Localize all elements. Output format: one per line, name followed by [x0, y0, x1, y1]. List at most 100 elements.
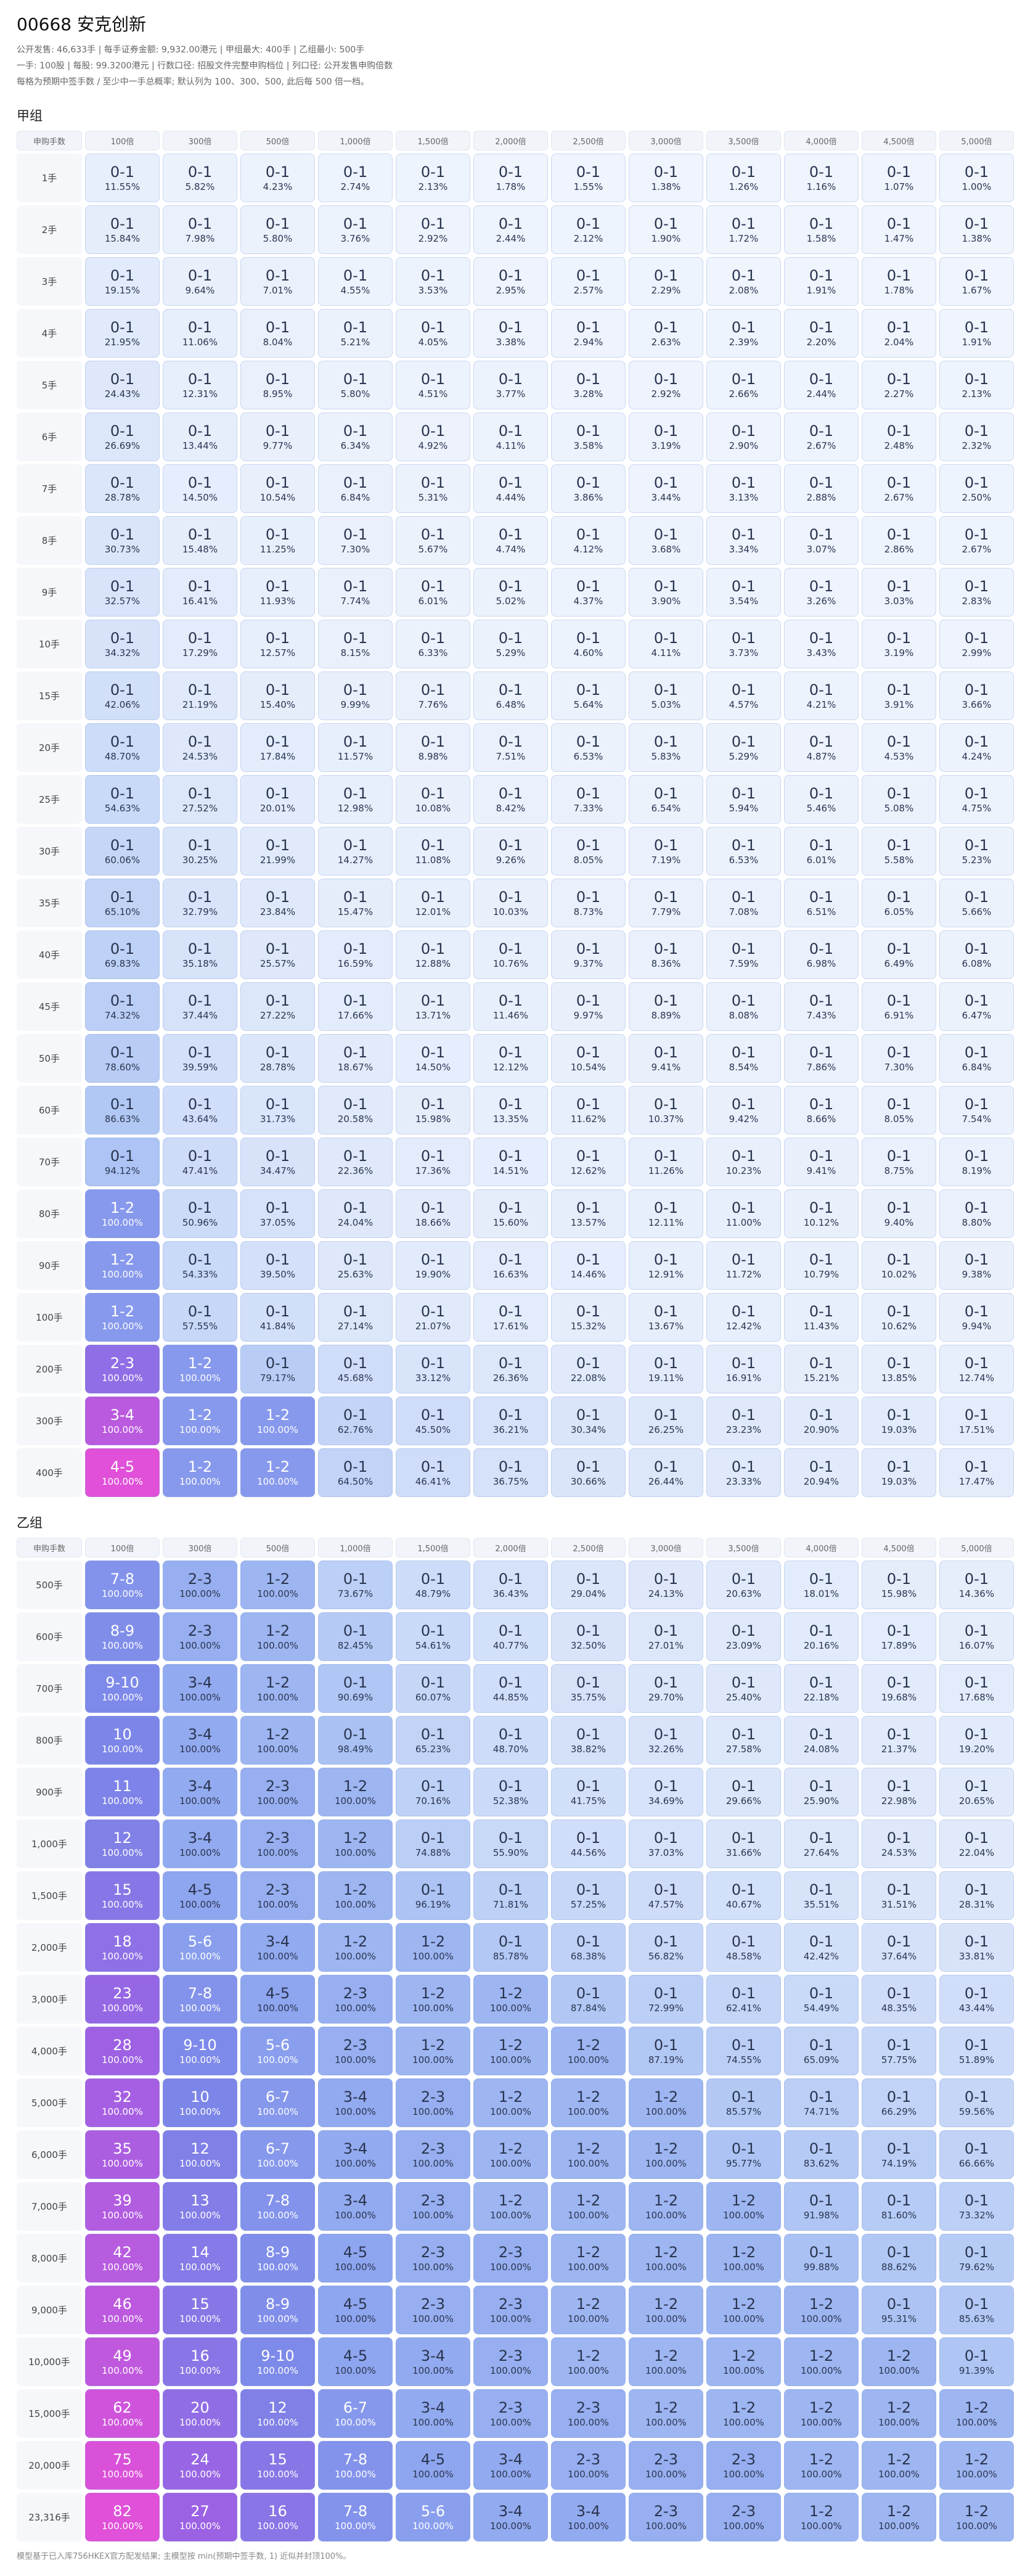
footer: 模型基于已入库756HKEX官方配发结果; 主模型按 min(预期中签手数, 1… [17, 2552, 351, 2561]
lot-range: 1-2 [653, 2139, 679, 2157]
probability: 39.59% [182, 1061, 218, 1073]
table-cell: 0-1 37.03% [629, 1819, 703, 1868]
lot-range: 0-1 [964, 422, 989, 440]
table-cell: 2-3 100.00% [706, 2493, 781, 2541]
probability: 9.40% [884, 1216, 914, 1228]
probability: 20.90% [803, 1424, 839, 1435]
lot-range: 0-1 [343, 1725, 368, 1743]
table-cell: 0-1 12.42% [706, 1293, 781, 1342]
probability: 100.00% [568, 2209, 609, 2221]
lot-range: 3-4 [498, 2502, 523, 2520]
row-label: 800手 [17, 1716, 82, 1765]
lot-range: 0-1 [265, 318, 290, 336]
lot-range: 0-1 [343, 940, 368, 958]
probability: 3.66% [962, 699, 992, 710]
lot-range: 0-1 [809, 1147, 834, 1165]
probability: 13.35% [492, 1113, 529, 1125]
probability: 3.77% [496, 388, 526, 400]
lot-range: 82 [113, 2502, 132, 2520]
table-cell: 0-1 20.94% [784, 1448, 859, 1497]
probability: 29.70% [648, 1691, 684, 1703]
table-cell: 0-1 7.30% [318, 516, 393, 565]
table-cell: 3-4 100.00% [85, 1397, 160, 1445]
lot-range: 1-2 [576, 2191, 601, 2209]
column-header: 5,000倍 [939, 131, 1014, 150]
table-cell: 2-3 100.00% [318, 1975, 393, 2024]
lot-range: 0-1 [809, 1354, 834, 1372]
table-cell: 0-1 17.51% [939, 1397, 1014, 1445]
probability: 83.62% [803, 2157, 839, 2169]
lot-range: 0-1 [343, 681, 368, 699]
table-cell: 0-1 3.90% [629, 568, 703, 617]
table-cell: 0-1 1.07% [862, 154, 936, 202]
probability: 2.63% [651, 336, 681, 348]
table-cell: 1-2 100.00% [163, 1448, 237, 1497]
probability: 21.19% [182, 699, 218, 710]
table-cell: 8-9 100.00% [240, 2286, 315, 2334]
group-table: 申购手数 100倍 300倍 500倍 1,000倍 1,500倍 2,000倍 2,500倍… [17, 131, 1033, 1497]
table-cell: 0-1 2.39% [706, 309, 781, 358]
probability: 100.00% [102, 2261, 143, 2273]
table-cell: 0-1 17.61% [473, 1293, 548, 1342]
lot-range: 3-4 [343, 2139, 368, 2157]
lot-range: 0-1 [653, 266, 679, 284]
lot-range: 0-1 [420, 266, 446, 284]
lot-range: 1-2 [653, 2088, 679, 2106]
probability: 5.66% [962, 906, 992, 917]
table-cell: 2-3 100.00% [163, 1561, 237, 1609]
table-cell: 0-1 4.51% [396, 361, 470, 409]
probability: 100.00% [102, 2106, 143, 2117]
lot-range: 0-1 [343, 629, 368, 647]
table-cell: 0-1 4.37% [551, 568, 626, 617]
lot-range: 1-2 [110, 1250, 135, 1268]
table-cell: 0-1 11.57% [318, 723, 393, 772]
probability: 5.02% [496, 595, 526, 607]
table-cell: 0-1 48.79% [396, 1561, 470, 1609]
lot-range: 0-1 [809, 370, 834, 388]
lot-range: 0-1 [265, 1199, 290, 1216]
table-cell: 3-4 100.00% [473, 2493, 548, 2541]
table-cell: 0-1 24.53% [163, 723, 237, 772]
table-cell: 0-1 74.55% [706, 2027, 781, 2075]
probability: 34.47% [259, 1165, 296, 1176]
lot-range: 0-1 [265, 474, 290, 491]
lot-range: 0-1 [809, 1302, 834, 1320]
lot-range: 27 [190, 2502, 210, 2520]
table-cell: 2-3 100.00% [473, 2389, 548, 2438]
lot-range: 0-1 [964, 1199, 989, 1216]
probability: 100.00% [956, 2468, 997, 2480]
lot-range: 0-1 [731, 629, 756, 647]
lot-range: 14 [190, 2243, 210, 2261]
lot-range: 0-1 [731, 940, 756, 958]
probability: 5.29% [496, 647, 526, 658]
lot-range: 12 [113, 1829, 132, 1847]
table-cell: 0-1 5.08% [862, 775, 936, 824]
table-cell: 0-1 54.61% [396, 1612, 470, 1661]
probability: 37.05% [259, 1216, 296, 1228]
table-cell: 0-1 15.48% [163, 516, 237, 565]
lot-range: 1-2 [809, 2347, 834, 2365]
table-cell: 1-2 100.00% [629, 2286, 703, 2334]
row-label: 5,000手 [17, 2078, 82, 2127]
table-cell: 0-1 6.01% [396, 568, 470, 617]
table-cell: 0-1 1.55% [551, 154, 626, 202]
table-cell: 0-1 4.11% [629, 620, 703, 668]
table-cell: 0-1 27.14% [318, 1293, 393, 1342]
row-label: 9,000手 [17, 2286, 82, 2334]
column-header: 2,500倍 [551, 1538, 626, 1557]
table-cell: 0-1 65.09% [784, 2027, 859, 2075]
probability: 100.00% [257, 1898, 298, 1910]
probability: 100.00% [257, 1795, 298, 1807]
lot-range: 2-3 [265, 1881, 290, 1898]
lot-range: 0-1 [110, 784, 135, 802]
lot-range: 0-1 [343, 370, 368, 388]
table-cell: 0-1 9.26% [473, 827, 548, 876]
lot-range: 1-2 [809, 2502, 834, 2520]
table-cell: 2-3 100.00% [396, 2286, 470, 2334]
table-cell: 0-1 66.29% [862, 2078, 936, 2127]
lot-range: 0-1 [498, 318, 523, 336]
table-cell: 1-2 100.00% [318, 1768, 393, 1816]
table-cell: 0-1 5.21% [318, 309, 393, 358]
probability: 17.61% [492, 1320, 529, 1332]
lot-range: 0-1 [110, 577, 135, 595]
